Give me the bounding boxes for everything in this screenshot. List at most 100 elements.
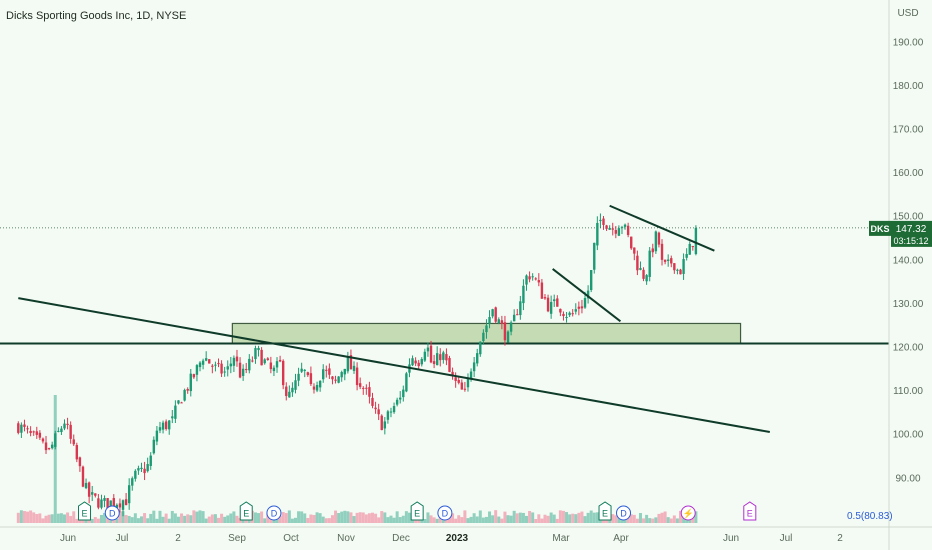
volume-bar <box>648 518 652 523</box>
candle-body <box>38 432 42 438</box>
candle <box>275 357 279 373</box>
volume-bar <box>127 515 131 523</box>
candle-body <box>288 391 291 398</box>
volume-bar <box>586 512 590 523</box>
candle <box>617 225 621 237</box>
candle-body <box>44 442 48 451</box>
candle-body <box>549 301 553 314</box>
candle-body <box>435 353 439 366</box>
candle-body <box>322 369 325 380</box>
candle <box>158 421 162 434</box>
candle-body <box>109 500 112 507</box>
volume-bar <box>515 513 519 523</box>
candle-body <box>429 345 433 363</box>
candle <box>451 367 454 380</box>
candle-body <box>146 464 149 472</box>
candle <box>343 368 346 381</box>
dividend-icon <box>616 505 632 521</box>
volume-bar <box>528 510 532 523</box>
volume-bar <box>290 518 294 523</box>
candle <box>676 268 679 275</box>
candle-body <box>519 301 522 316</box>
candle-body <box>506 331 510 343</box>
candle-body <box>312 386 316 390</box>
event-label: D <box>442 509 449 519</box>
volume-bar <box>170 510 174 523</box>
volume-bar <box>327 518 331 523</box>
candle-body <box>97 498 100 508</box>
candle <box>466 373 470 392</box>
volume-bar <box>223 516 227 523</box>
volume-bar <box>260 511 264 523</box>
volume-bar <box>217 517 220 523</box>
volume-bar <box>543 514 547 523</box>
candle <box>161 420 165 434</box>
event-marker: D <box>616 505 632 521</box>
x-tick-label: 2 <box>837 533 843 544</box>
volume-bar <box>294 517 297 523</box>
candle <box>402 385 405 402</box>
candle <box>322 364 325 383</box>
candle <box>562 311 565 321</box>
candle-body <box>605 225 608 229</box>
chart-title: Dicks Sporting Goods Inc, 1D, NYSE <box>6 10 186 22</box>
event-marker: E <box>598 501 612 521</box>
volume-bar <box>93 517 97 523</box>
volume-bar <box>115 518 119 523</box>
earnings-icon <box>743 501 757 521</box>
candle-body <box>368 387 371 397</box>
candle <box>127 478 131 510</box>
candle-body <box>626 225 630 236</box>
volume-bar <box>657 513 661 523</box>
candle <box>189 368 192 397</box>
candle <box>318 380 322 392</box>
candle <box>177 400 180 405</box>
candle <box>214 361 217 372</box>
candle-body <box>266 358 269 360</box>
candle <box>636 250 639 276</box>
candle <box>75 442 79 463</box>
candle-body <box>177 400 180 404</box>
volume-bar <box>47 514 51 523</box>
candle <box>121 499 125 517</box>
candle-body <box>238 362 242 378</box>
candle-body <box>315 385 319 391</box>
candle <box>623 223 627 230</box>
volume-bar <box>414 518 418 523</box>
candle-body <box>374 407 377 410</box>
volume-bar <box>525 515 528 523</box>
price-tag <box>891 220 932 247</box>
candle-body <box>540 282 544 299</box>
x-tick-label: Jul <box>780 533 793 544</box>
candle <box>577 301 581 316</box>
volume-bar <box>484 516 488 523</box>
candle <box>44 435 48 454</box>
volume-bar <box>404 511 408 523</box>
candle <box>69 421 72 444</box>
candle <box>325 365 328 378</box>
candle <box>414 357 417 367</box>
candle-body <box>574 309 577 312</box>
candle-body <box>565 316 568 318</box>
volume-bar <box>56 513 60 523</box>
candle <box>229 356 233 374</box>
candle <box>281 359 285 390</box>
candle <box>386 409 390 424</box>
volume-bar <box>287 510 291 523</box>
volume-bar <box>580 511 584 523</box>
candle-body <box>386 411 390 420</box>
volume-bar <box>377 517 381 523</box>
volume-bar <box>133 513 137 523</box>
volume-bar <box>654 517 658 523</box>
candle <box>586 285 590 304</box>
volume-bar <box>503 511 507 523</box>
volume-bar <box>438 516 442 523</box>
candle <box>568 311 571 318</box>
candle <box>374 401 377 414</box>
candle <box>368 381 371 404</box>
volume-bar <box>278 515 282 523</box>
price-label: 147.32 <box>896 224 927 235</box>
candle-body <box>214 364 217 366</box>
